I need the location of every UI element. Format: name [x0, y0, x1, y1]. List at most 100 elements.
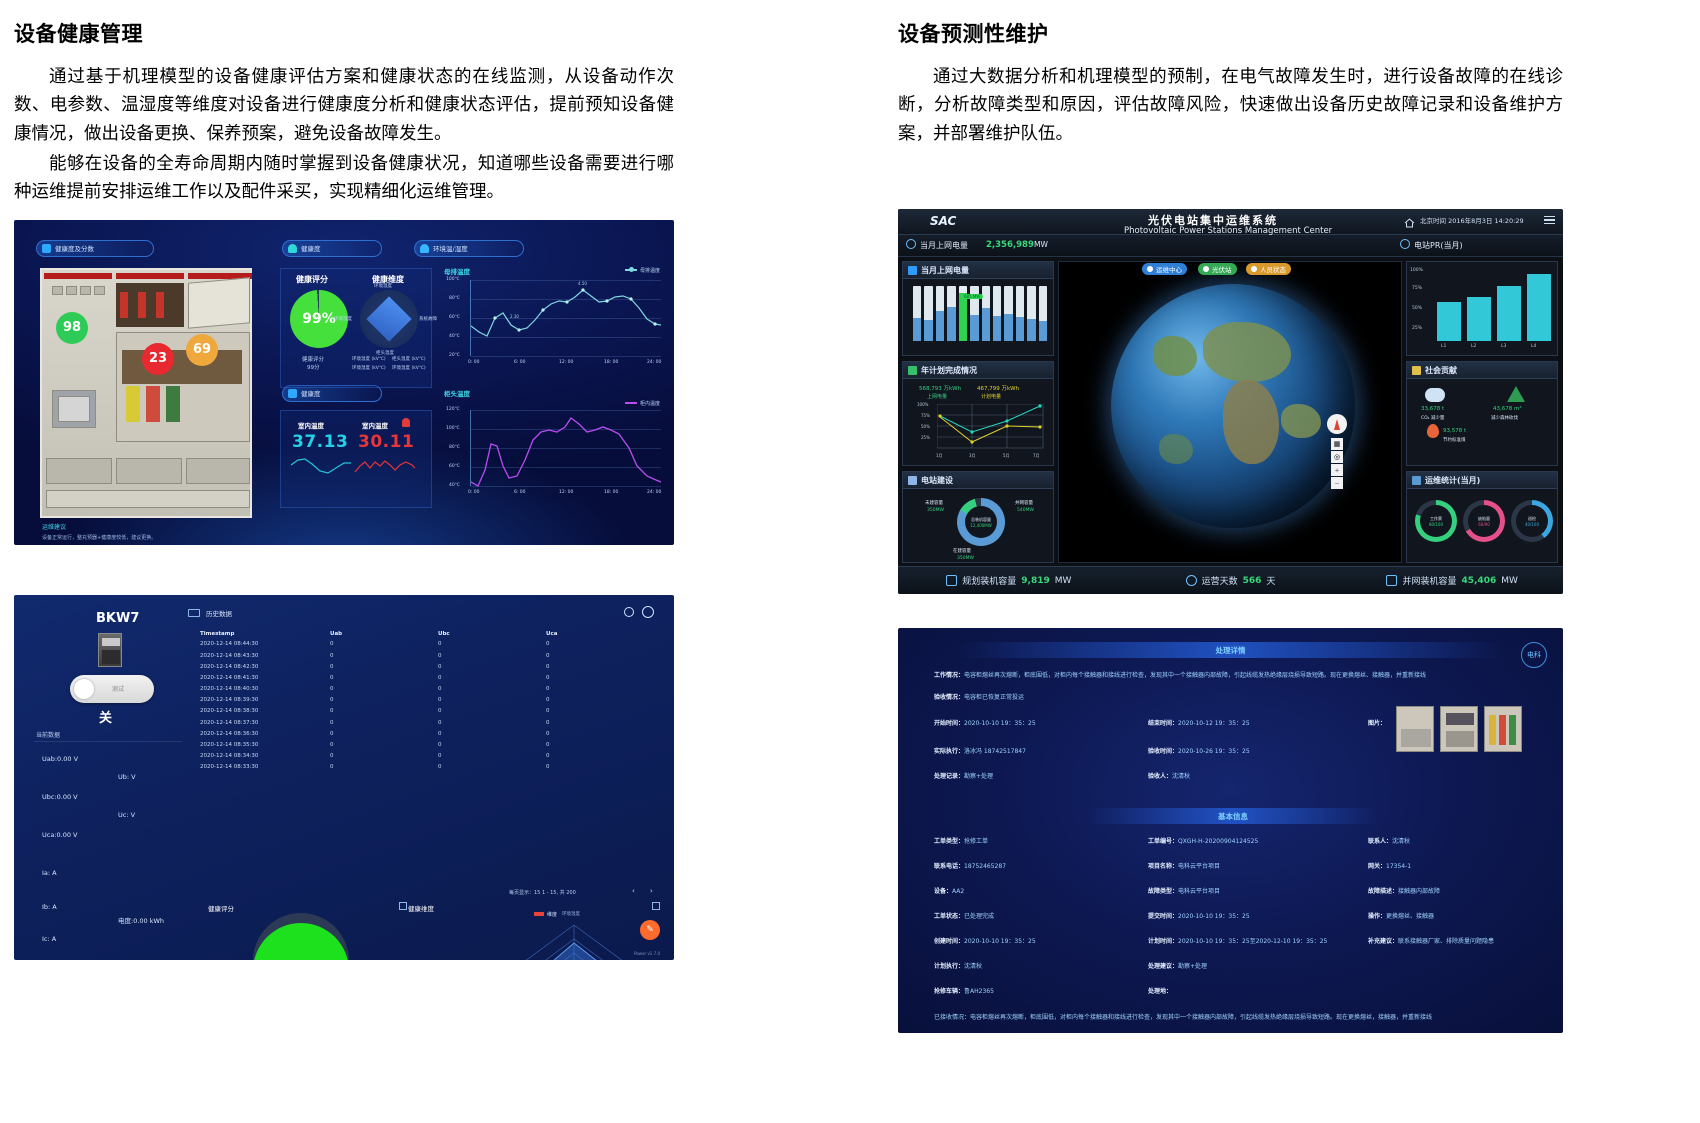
process-record-field: 处理记录：勘察+处理 — [934, 773, 994, 781]
measure-uca: Uca:0.00 V — [42, 830, 78, 839]
radar-axis-3: 环境湿度 — [334, 316, 352, 322]
calendar-icon[interactable] — [186, 607, 202, 619]
xtick: 12: 00 — [559, 359, 574, 365]
xtick: 12: 00 — [559, 489, 574, 495]
table-cell: 0 — [330, 753, 334, 760]
busbar-chart-title: 母排温度 — [444, 267, 470, 276]
table-row[interactable]: 2020-12-14 08:44:30 0 0 0 — [200, 639, 656, 650]
table-row[interactable]: 2020-12-14 08:34:30 0 0 0 — [200, 751, 656, 762]
table-cell: 0 — [438, 764, 442, 771]
ytick: 100℃ — [446, 425, 460, 431]
refresh-icon — [1185, 575, 1197, 587]
col-uab: Uab — [330, 630, 343, 637]
table-cell: 0 — [546, 753, 550, 760]
score-bubble-69[interactable]: 69 — [186, 333, 218, 366]
zoom-out-icon[interactable]: − — [1331, 477, 1343, 490]
monthly-output-panel: 当月上网电量 — [902, 261, 1054, 357]
table-row[interactable]: 2020-12-14 08:39:30 0 0 0 — [200, 695, 656, 706]
measure-ia: Ia: A — [42, 868, 57, 877]
ytick: 25% — [921, 435, 930, 441]
table-cell: 0 — [438, 708, 442, 715]
table-cell: 0 — [546, 663, 550, 670]
earth-globe[interactable] — [1111, 284, 1355, 529]
expand-icon-radar[interactable] — [652, 901, 660, 910]
field-value: 沈清秋 — [1392, 838, 1411, 846]
table-row[interactable]: 2020-12-14 08:33:30 0 0 0 — [200, 762, 656, 773]
building-value: 350MW — [957, 556, 974, 562]
basic-info-field: 计划时间：2020-10-10 19：35：25至2020-12-10 19：3… — [1148, 936, 1327, 945]
home-icon[interactable] — [1404, 215, 1415, 228]
table-row[interactable]: 2020-12-14 08:38:30 0 0 0 — [200, 706, 656, 717]
table-row[interactable]: 2020-12-14 08:35:30 0 0 0 — [200, 739, 656, 750]
table-row[interactable]: 2020-12-14 08:37:30 0 0 0 — [200, 717, 656, 728]
measure-ib: Ib: A — [42, 902, 57, 911]
pv-subbar — [898, 235, 1563, 258]
map-tag-ops-center[interactable]: 运维中心 — [1142, 263, 1187, 276]
ytick: 20℃ — [449, 352, 460, 358]
xtick: 6: 00 — [514, 359, 526, 365]
ytick: 60℃ — [449, 314, 460, 320]
compass-icon[interactable] — [1327, 414, 1347, 435]
target-icon[interactable]: ◎ — [1331, 451, 1343, 464]
chevron-right-icon[interactable]: › — [650, 886, 653, 895]
unbuilt-value: 350MW — [927, 508, 944, 514]
busbar-chart-legend: 母排温度 — [624, 267, 660, 274]
yearplan-value-a: 568,793 万kWh — [919, 386, 962, 393]
panel-header-label: 健康度及分数 — [55, 245, 94, 254]
indoor-temp-value-b: 30.11 — [358, 431, 415, 452]
xtick: L4 — [1531, 344, 1537, 350]
indoor-temp-value-a: 37.13 — [292, 431, 349, 452]
table-row[interactable]: 2020-12-14 08:36:30 0 0 0 — [200, 728, 656, 739]
field-label: 网关： — [1368, 863, 1387, 871]
ytick: 40℃ — [449, 333, 460, 339]
grid-icon[interactable]: ▦ — [1331, 438, 1343, 451]
table-cell: 0 — [546, 719, 550, 726]
measure-energy: 电度:0.00 kWh — [118, 916, 165, 925]
map-tag-personnel[interactable]: 人员状态 — [1246, 263, 1291, 276]
health-score-caption-2: 99分 — [307, 364, 320, 371]
basic-info-field: 创建时间：2020-10-10 19：35：25 — [934, 936, 1036, 945]
photo-thumbnail-2[interactable] — [1440, 706, 1478, 753]
grid-cap-label: 并网容量 — [1015, 501, 1033, 507]
toggle-knob[interactable] — [74, 678, 94, 699]
busbar-temp-line — [471, 288, 661, 337]
radar-legend-2: 环境湿度 (kV℃) — [352, 365, 386, 371]
ytick: 75% — [921, 413, 930, 419]
table-row[interactable]: 2020-12-14 08:42:30 0 0 0 — [200, 661, 656, 672]
table-cell: 0 — [438, 730, 442, 737]
field-value: 2020-10-10 19：35：25 — [964, 938, 1036, 946]
photo-thumbnail-1[interactable] — [1396, 706, 1434, 753]
zoom-in-icon[interactable]: + — [1331, 464, 1343, 477]
power-toggle-switch[interactable]: 测试 — [70, 674, 154, 703]
table-cell: 2020-12-14 08:37:30 — [200, 719, 259, 726]
cabinet-temp-chart: 柜头温度 柜内温度 120℃ 100℃ 80℃ 60℃ 40℃ — [444, 388, 662, 500]
bolt-icon — [908, 265, 917, 275]
field-label: 提交时间： — [1148, 913, 1179, 921]
ytick: 75% — [1412, 286, 1423, 292]
table-cell: 0 — [546, 674, 550, 681]
photo-thumbnail-3[interactable] — [1484, 706, 1522, 753]
table-cell: 2020-12-14 08:35:30 — [200, 742, 259, 748]
plant-icon — [946, 575, 958, 587]
globe-map-area[interactable]: ▦ ◎ + − — [1058, 261, 1402, 564]
yearplan-legend-0: 上网电量 — [927, 394, 948, 401]
pencil-icon[interactable]: ✎ — [640, 919, 660, 940]
field-label: 抢修车辆： — [934, 988, 965, 996]
chevron-left-icon[interactable]: ‹ — [632, 886, 635, 895]
gear-icon[interactable] — [642, 605, 654, 618]
score-bubble-23[interactable]: 23 — [142, 342, 174, 375]
table-row[interactable]: 2020-12-14 08:43:30 0 0 0 — [200, 650, 656, 661]
table-cell: 0 — [330, 764, 334, 771]
table-row[interactable]: 2020-12-14 08:40:30 0 0 0 — [200, 683, 656, 694]
score-bubble-98[interactable]: 98 — [56, 311, 88, 344]
xtick: L1 — [1441, 344, 1447, 350]
field-label: 故障类型： — [1148, 888, 1179, 896]
expand-icon-score[interactable] — [399, 901, 407, 910]
hamburger-menu-icon[interactable] — [1544, 216, 1555, 225]
table-row[interactable]: 2020-12-14 08:41:30 0 0 0 — [200, 672, 656, 683]
table-cell: 2020-12-14 08:36:30 — [200, 730, 259, 737]
search-icon[interactable] — [624, 606, 634, 617]
field-value: 更换熔丝、接触器 — [1386, 913, 1435, 921]
map-tag-pv-station[interactable]: 光伏站 — [1198, 263, 1237, 276]
heart-icon — [288, 243, 297, 253]
